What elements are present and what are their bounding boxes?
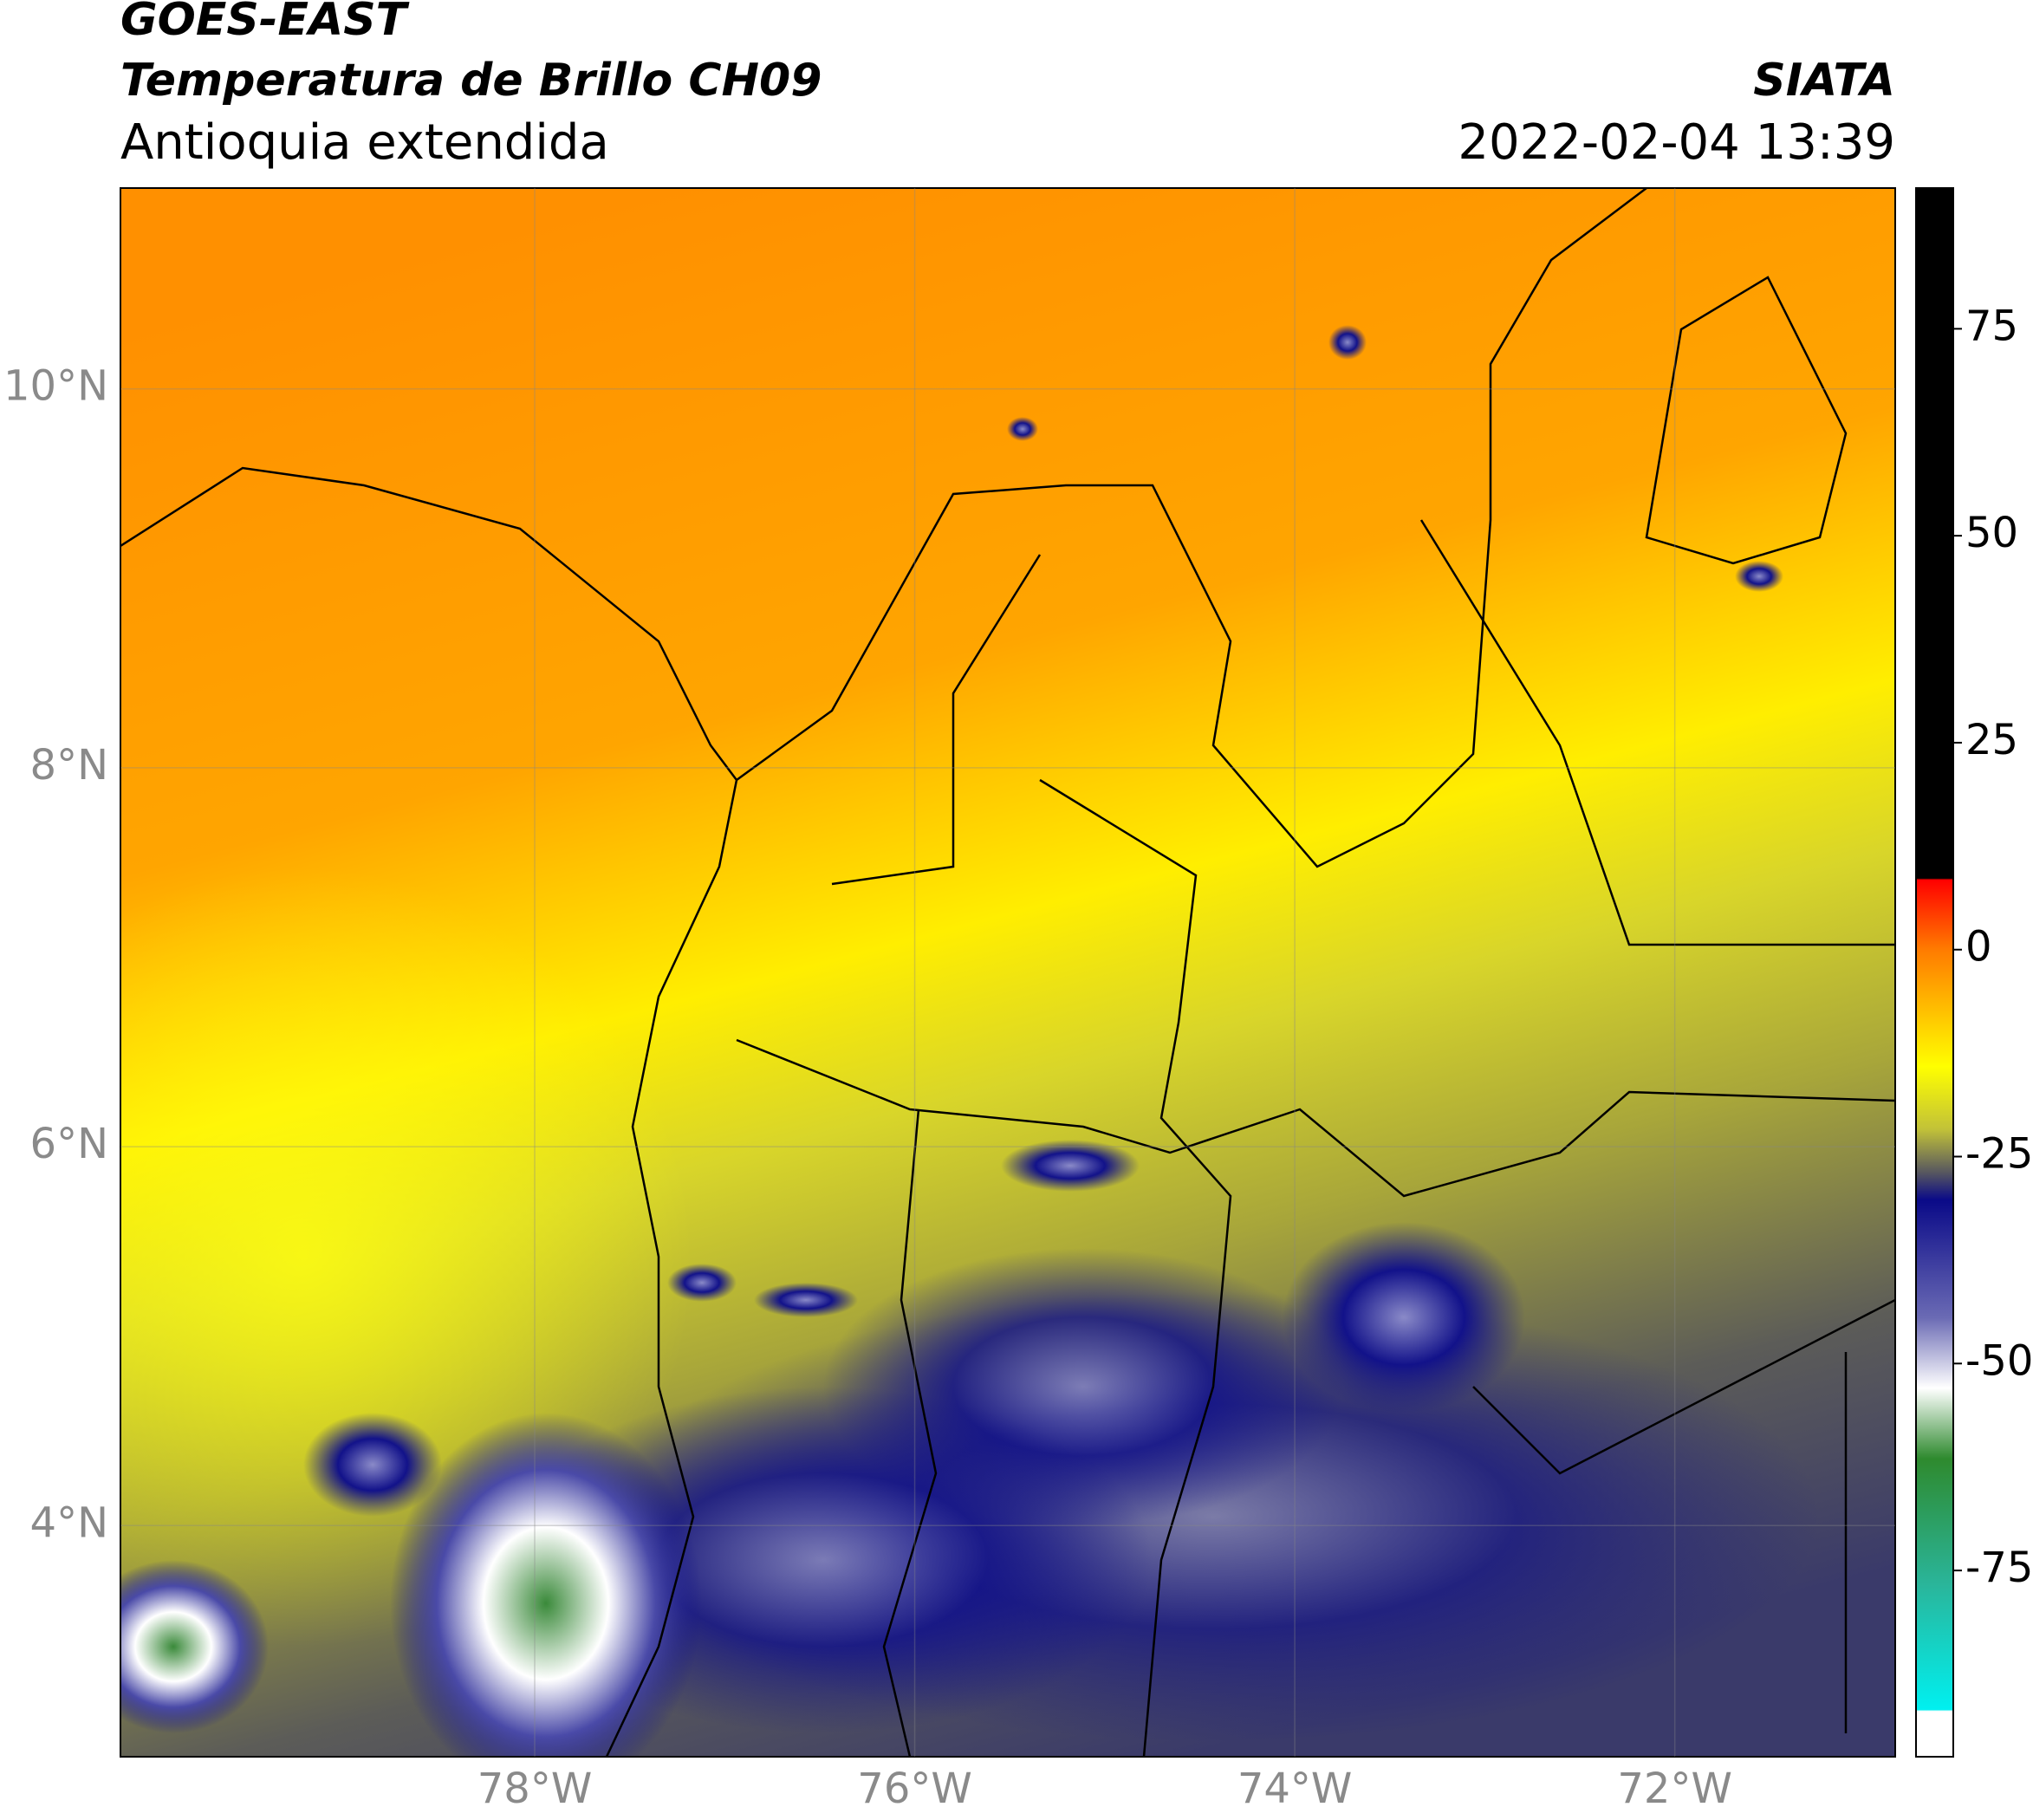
map-image	[120, 188, 1895, 1757]
colorbar-tick-label: -25	[1965, 1130, 2033, 1179]
source: SIATA	[1753, 55, 1895, 107]
lon-tick-label: 76°W	[857, 1765, 972, 1813]
subtitle: Temperatura de Brillo CH09	[120, 55, 822, 107]
colorbar	[1915, 187, 1954, 1758]
lon-tick-label: 74°W	[1237, 1765, 1353, 1813]
lat-tick-label: 6°N	[30, 1120, 108, 1168]
lat-tick-label: 4°N	[30, 1498, 108, 1547]
region: Antioquia extendida	[120, 114, 609, 171]
colorbar-tick-label: 0	[1965, 923, 1992, 972]
datetime: 2022-02-04 13:39	[1458, 114, 1895, 171]
title: GOES-EAST	[120, 0, 410, 46]
map-frame	[120, 187, 1896, 1758]
lat-tick-label: 8°N	[30, 741, 108, 790]
colorbar-tick-label: 25	[1965, 716, 2018, 764]
colorbar-tick-label: 75	[1965, 302, 2018, 350]
colorbar-tick-label: -50	[1965, 1336, 2033, 1385]
lon-tick-label: 72°W	[1617, 1765, 1732, 1813]
lon-tick-label: 78°W	[477, 1765, 593, 1813]
colorbar-tick-label: 50	[1965, 509, 2018, 557]
colorbar-tick-label: -75	[1965, 1544, 2033, 1592]
lat-tick-label: 10°N	[3, 362, 108, 411]
